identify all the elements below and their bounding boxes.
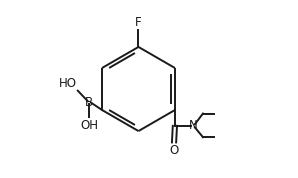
Text: F: F [135,16,142,29]
Text: N: N [189,119,198,132]
Text: OH: OH [80,119,98,132]
Text: B: B [85,96,93,109]
Text: HO: HO [59,77,77,90]
Text: O: O [169,144,179,157]
